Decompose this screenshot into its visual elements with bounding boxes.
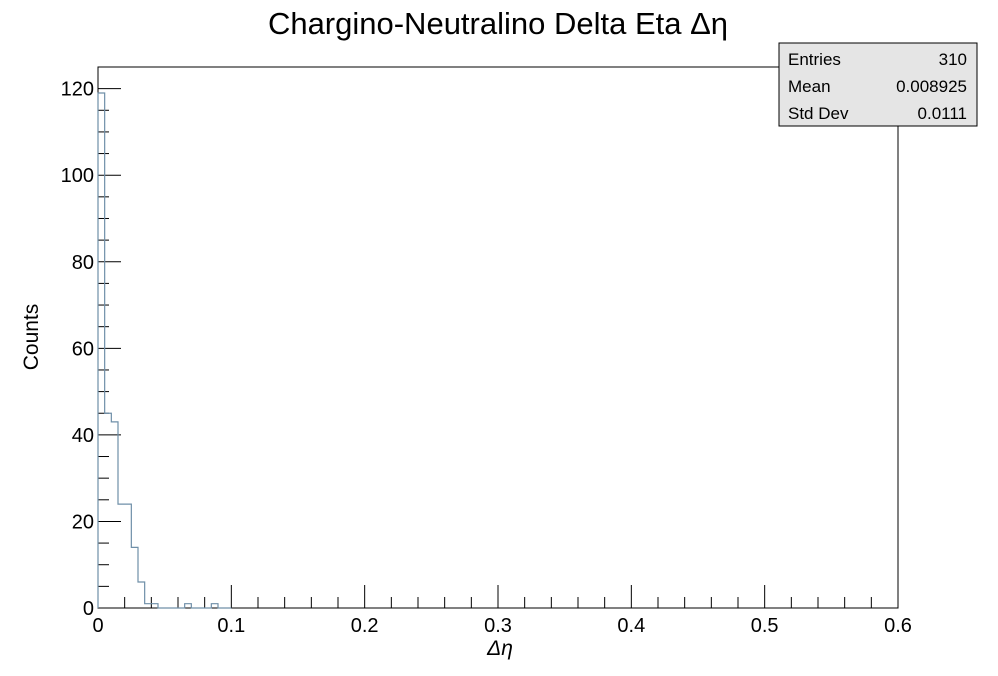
stats-std-value: 0.0111 xyxy=(918,104,967,123)
x-axis-tick-labels: 0 0.1 0.2 0.3 0.4 0.5 0.6 xyxy=(92,615,911,637)
x-axis-label: Δη xyxy=(486,637,513,660)
x-tick-label: 0.4 xyxy=(617,615,645,637)
y-tick-label: 60 xyxy=(72,338,94,360)
y-axis-label: Counts xyxy=(20,304,43,371)
x-tick-label: 0.2 xyxy=(351,615,379,637)
stats-mean-label: Mean xyxy=(788,77,831,96)
stats-box: Entries 310 Mean 0.008925 Std Dev 0.0111 xyxy=(778,42,978,127)
x-tick-label: 0 xyxy=(92,615,103,637)
y-tick-label: 120 xyxy=(61,79,94,101)
stats-mean-value: 0.008925 xyxy=(896,77,967,96)
x-tick-label: 0.3 xyxy=(484,615,512,637)
x-tick-label: 0.5 xyxy=(751,615,779,637)
y-axis-ticks xyxy=(98,88,121,609)
x-tick-label: 0.1 xyxy=(217,615,245,637)
histogram-series-line xyxy=(97,92,232,609)
y-tick-label: 0 xyxy=(83,598,94,620)
stats-entries-value: 310 xyxy=(939,50,967,69)
y-tick-label: 80 xyxy=(72,252,94,274)
y-tick-label: 20 xyxy=(72,511,94,533)
y-axis-tick-labels: 0 20 40 60 80 100 120 xyxy=(61,79,94,620)
x-tick-label: 0.6 xyxy=(884,615,912,637)
stats-std-label: Std Dev xyxy=(788,104,849,123)
y-tick-label: 40 xyxy=(72,425,94,447)
stats-entries-label: Entries xyxy=(788,50,841,69)
stats-box-background xyxy=(778,42,978,127)
chart-title: Chargino-Neutralino Delta Eta Δη xyxy=(268,6,728,41)
y-tick-label: 100 xyxy=(61,165,94,187)
